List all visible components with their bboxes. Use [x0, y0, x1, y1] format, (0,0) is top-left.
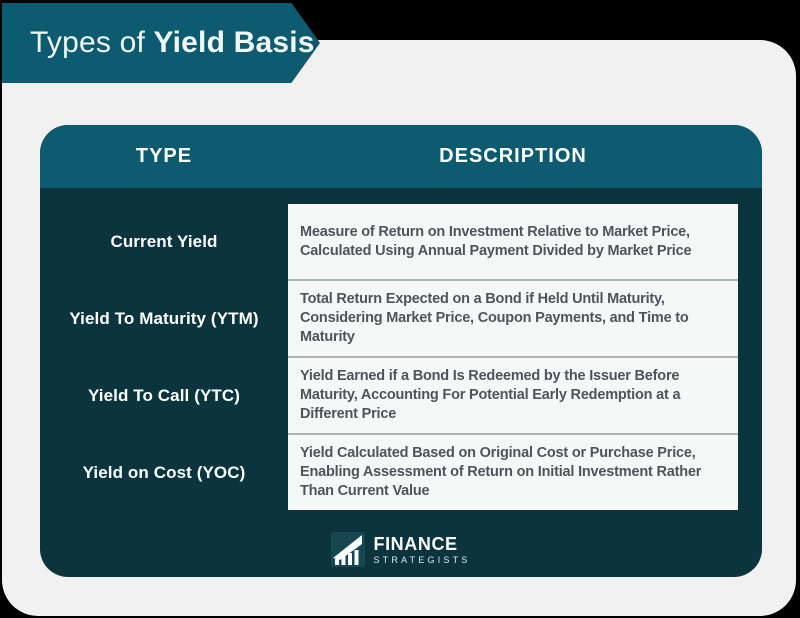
- table-row: Yield on Cost (YOC) Yield Calculated Bas…: [40, 435, 762, 510]
- finance-strategists-logo: FINANCE STRATEGISTS: [40, 532, 762, 568]
- type-cell-current-yield: Current Yield: [110, 231, 218, 251]
- description-text: Yield Calculated Based on Original Cost …: [300, 445, 702, 499]
- type-cell-yoc: Yield on Cost (YOC): [82, 462, 246, 482]
- page-title-bold: Yield Basis: [153, 26, 315, 59]
- table-body: Current Yield Measure of Return on Inves…: [40, 188, 762, 568]
- page-title: Types of Yield Basis: [2, 26, 315, 60]
- description-cell: Yield Earned if a Bond Is Redeemed by th…: [288, 358, 738, 433]
- type-cell-ytc: Yield To Call (YTC): [87, 385, 241, 405]
- title-banner: Types of Yield Basis: [2, 3, 320, 83]
- type-cell-ytm: Yield To Maturity (YTM): [69, 308, 259, 328]
- row-divider-line: [288, 433, 738, 435]
- row-divider: [40, 356, 762, 358]
- table-row: Yield To Maturity (YTM) Total Return Exp…: [40, 281, 762, 356]
- page-title-prefix: Types of: [30, 26, 154, 59]
- row-divider: [40, 433, 762, 435]
- description-cell: Total Return Expected on a Bond if Held …: [288, 281, 738, 356]
- table-row: Current Yield Measure of Return on Inves…: [40, 204, 762, 279]
- description-cell: Measure of Return on Investment Relative…: [288, 204, 738, 279]
- logo-wordmark-finance: FINANCE: [373, 534, 458, 554]
- row-divider-line: [288, 356, 738, 358]
- logo-wordmark-strategists: STRATEGISTS: [373, 555, 471, 565]
- growth-bars-icon: [331, 532, 366, 567]
- row-divider-line: [288, 279, 738, 281]
- logo-text: FINANCE STRATEGISTS: [373, 535, 470, 565]
- yield-basis-table: TYPE DESCRIPTION Current Yield Measure o…: [40, 125, 762, 577]
- table-header-row: TYPE DESCRIPTION: [40, 125, 762, 188]
- column-header-type: TYPE: [135, 145, 193, 167]
- column-header-description: DESCRIPTION: [439, 145, 587, 167]
- description-text: Measure of Return on Investment Relative…: [300, 223, 692, 259]
- table-row: Yield To Call (YTC) Yield Earned if a Bo…: [40, 358, 762, 433]
- description-cell: Yield Calculated Based on Original Cost …: [288, 435, 738, 510]
- description-text: Yield Earned if a Bond Is Redeemed by th…: [300, 368, 681, 422]
- row-divider: [40, 279, 762, 281]
- description-text: Total Return Expected on a Bond if Held …: [300, 291, 689, 345]
